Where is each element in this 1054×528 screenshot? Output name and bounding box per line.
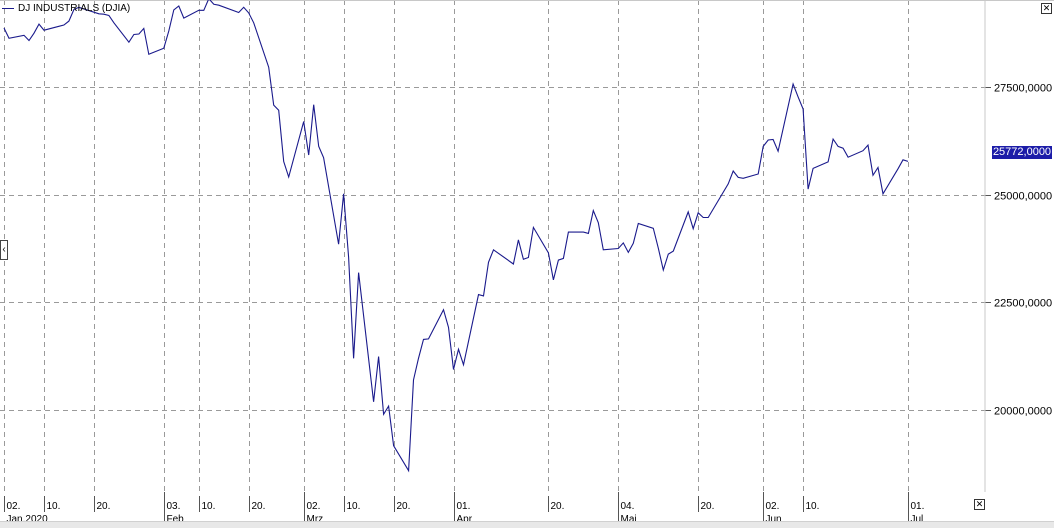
close-icon[interactable]: ✕ [1041, 3, 1052, 14]
last-price-tag: 25772,0000 [992, 146, 1052, 159]
horizontal-gridlines [0, 87, 991, 411]
x-tick-label: 20. [701, 501, 715, 512]
x-tick-month-label: Jan.2020 [7, 514, 49, 525]
x-tick-label: 20. [551, 501, 565, 512]
x-tick-label: 02. [7, 501, 21, 512]
vertical-gridlines [4, 0, 909, 524]
chevron-left-icon[interactable]: ‹ [0, 240, 8, 260]
y-tick-label: 20000,0000 [994, 406, 1052, 418]
x-tick-month-label: Mrz [307, 514, 324, 525]
x-tick-month-label: Jun [766, 514, 782, 525]
x-tick-label: 20. [97, 501, 111, 512]
y-tick-label: 22500,0000 [994, 298, 1052, 310]
x-tick-label: 10. [806, 501, 820, 512]
x-tick-label: 02. [307, 501, 321, 512]
horizontal-scrollbar[interactable] [0, 521, 1054, 528]
close-icon[interactable]: ✕ [974, 499, 985, 510]
x-tick-month-label: Feb [167, 514, 185, 525]
x-tick-label: 03. [167, 501, 181, 512]
x-tick-label: 10. [47, 501, 61, 512]
y-tick-label: 27500,0000 [994, 83, 1052, 95]
x-tick-label: 10. [202, 501, 216, 512]
x-tick-label: 20. [252, 501, 266, 512]
x-tick-label: 02. [766, 501, 780, 512]
x-tick-labels: 02. Jan.2020 10. 20. 03. Feb 10. 20. 02. Mrz 10. 20… [7, 501, 925, 525]
x-tick-label: 04. [621, 501, 635, 512]
legend-swatch [2, 8, 14, 9]
series-line-djia [3, 0, 909, 473]
y-tick-labels: 27500,0000 25000,0000 22500,0000 20000,0000 [994, 83, 1052, 418]
x-tick-month-label: Jul [911, 514, 924, 525]
x-tick-label: 01. [911, 501, 925, 512]
x-tick-month-label: Mai [621, 514, 637, 525]
y-tick-label: 25000,0000 [994, 191, 1052, 203]
chart-legend: DJ INDUSTRIALS (DJIA) [2, 3, 130, 14]
legend-label: DJ INDUSTRIALS (DJIA) [18, 3, 131, 14]
x-tick-label: 01. [457, 501, 471, 512]
x-tick-label: 10. [347, 501, 361, 512]
x-tick-month-label: Apr [457, 514, 473, 525]
x-tick-label: 20. [397, 501, 411, 512]
